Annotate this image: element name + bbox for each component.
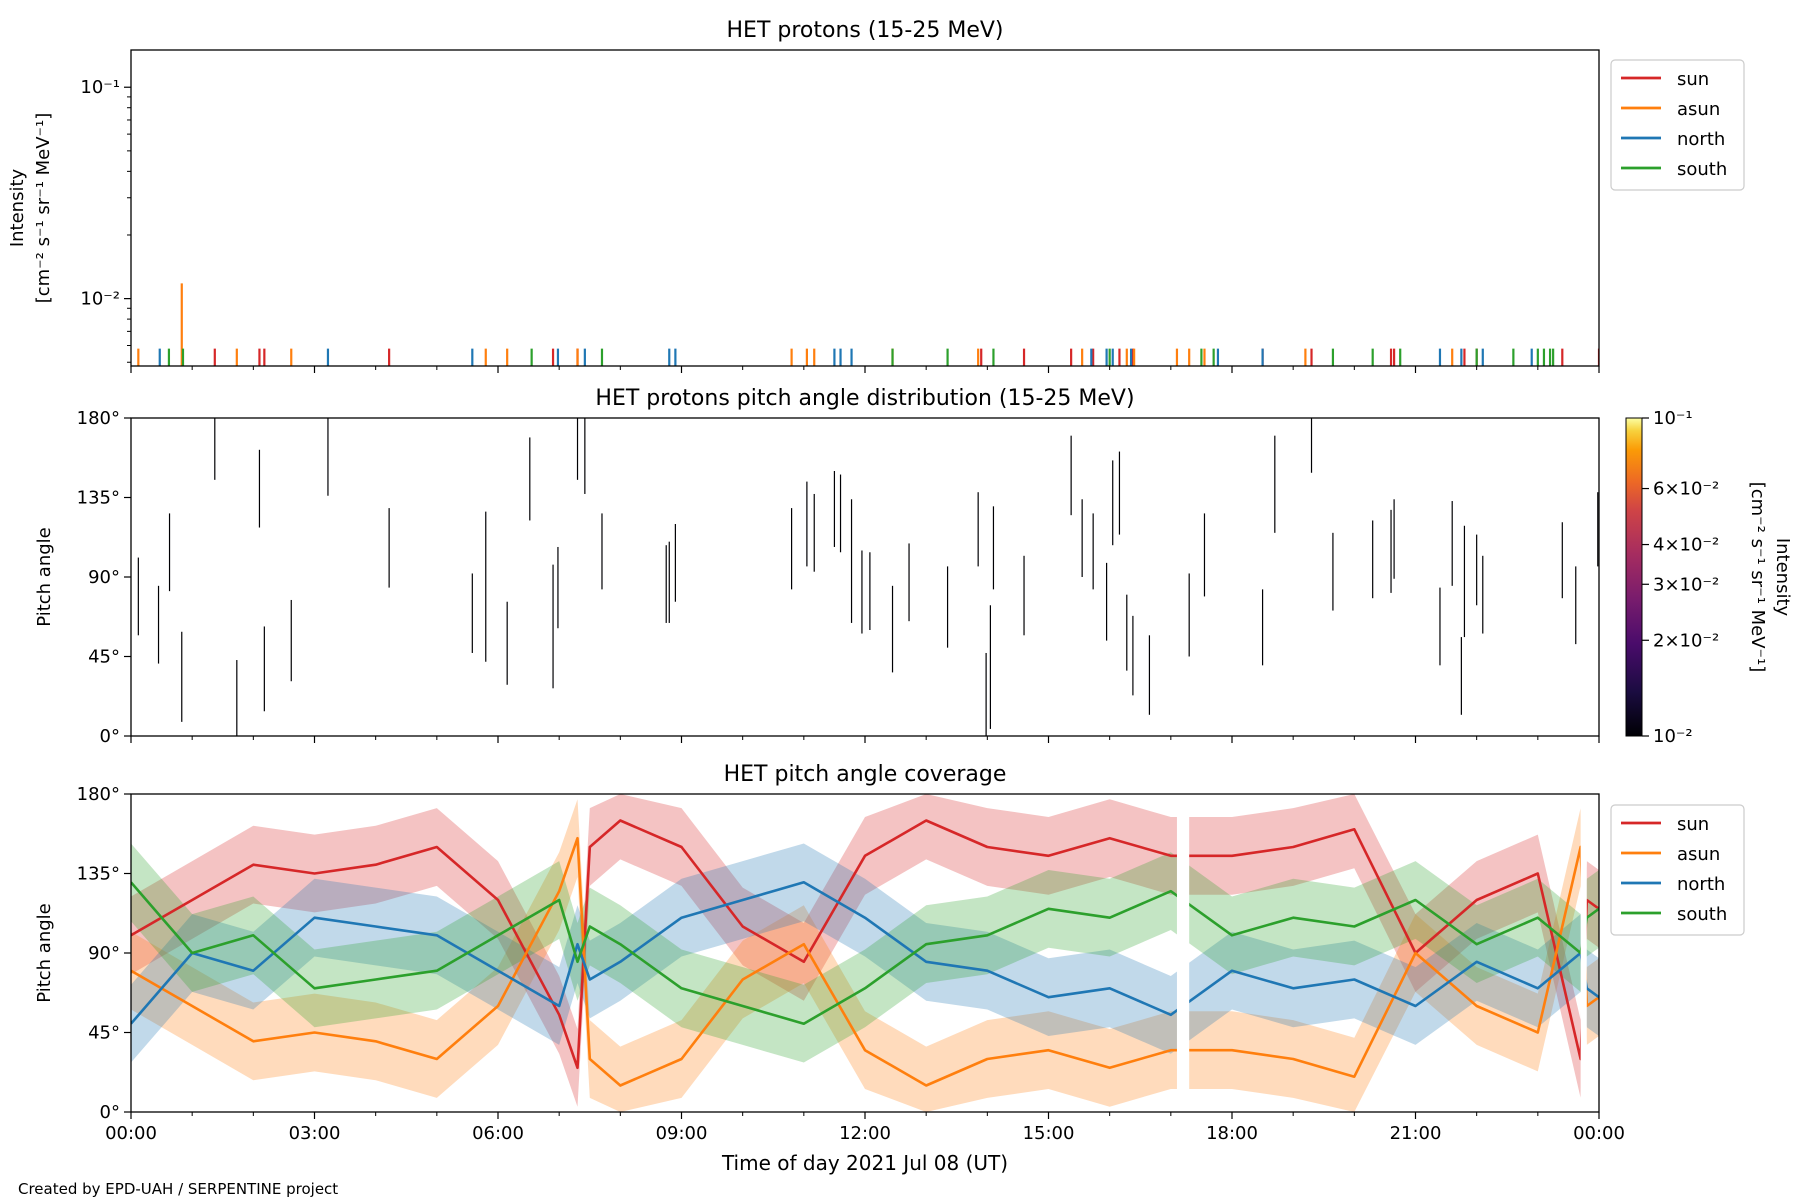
y-tick-label: 90°: [88, 943, 120, 964]
colorbar-tick-label: 3×10⁻²: [1653, 574, 1719, 595]
x-tick-label: 03:00: [289, 1123, 341, 1144]
y-tick-label: 180°: [77, 408, 120, 429]
panel2-title: HET protons pitch angle distribution (15…: [595, 386, 1134, 411]
y-tick-label: 0°: [100, 1102, 120, 1123]
legend-label-south: south: [1677, 159, 1727, 180]
x-tick-label: 06:00: [472, 1123, 524, 1144]
colorbar: [1625, 417, 1643, 737]
panel1-frame: [130, 49, 1600, 367]
panel2-ylabel: Pitch angle: [34, 527, 55, 626]
legend-box: [1610, 59, 1745, 191]
line-south: [131, 881, 1599, 1025]
line-sun: [131, 819, 1599, 1070]
y-tick-label: 90°: [88, 567, 120, 588]
x-tick-label: 00:00: [105, 1123, 157, 1144]
panel3-title: HET pitch angle coverage: [724, 762, 1007, 787]
y-tick-label: 135°: [77, 864, 120, 885]
credit-text: Created by EPD-UAH / SERPENTINE project: [18, 1180, 338, 1198]
panel1-legend: sun asun north south: [1610, 59, 1745, 191]
colorbar-tick-label: 2×10⁻²: [1653, 630, 1719, 651]
legend-label-north: north: [1677, 129, 1725, 150]
line-north: [131, 881, 1599, 1025]
y-tick-label: 45°: [88, 647, 120, 668]
y-tick-label: 45°: [88, 1023, 120, 1044]
coverage-gap: [1176, 794, 1190, 1112]
panel1-ylabel-line2: [cm⁻² s⁻¹ sr⁻¹ MeV⁻¹]: [33, 113, 54, 304]
legend-label-north: north: [1677, 874, 1725, 895]
panel1-ylabel-line1: Intensity: [7, 168, 28, 247]
y-tick-label: 10⁻²: [80, 289, 120, 310]
y-tick-label: 10⁻¹: [80, 77, 120, 98]
colorbar-label-line2: [cm⁻² s⁻¹ sr⁻¹ MeV⁻¹]: [1747, 482, 1768, 673]
band-sun: [131, 794, 1599, 1107]
legend-label-sun: sun: [1677, 69, 1709, 90]
panel3-ylabel: Pitch angle: [34, 903, 55, 1002]
band-south: [131, 843, 1599, 1063]
x-tick-label: 12:00: [839, 1123, 891, 1144]
x-axis-label: Time of day 2021 Jul 08 (UT): [721, 1151, 1008, 1175]
x-tick-label: 18:00: [1206, 1123, 1258, 1144]
panel-pitch-distribution: HET protons pitch angle distribution (15…: [34, 386, 1793, 747]
panel1-title: HET protons (15-25 MeV): [727, 18, 1004, 43]
panel-pitch-coverage: HET pitch angle coverage 0° 45° 90° 135° 180…: [34, 762, 1745, 1144]
coverage-gap: [1580, 794, 1587, 1112]
legend-box: [1610, 804, 1745, 936]
colorbar-tick-label: 4×10⁻²: [1653, 535, 1719, 556]
legend-label-sun: sun: [1677, 814, 1709, 835]
y-tick-label: 135°: [77, 488, 120, 509]
band-north: [131, 843, 1599, 1063]
legend-label-asun: asun: [1677, 99, 1720, 120]
x-tick-label: 21:00: [1390, 1123, 1442, 1144]
colorbar-tick-label: 6×10⁻²: [1653, 479, 1719, 500]
colorbar-tick-label: 10⁻²: [1653, 726, 1693, 747]
colorbar-tick-label: 10⁻¹: [1653, 408, 1693, 429]
y-tick-label: 0°: [100, 726, 120, 747]
panel2-background: [131, 418, 1599, 736]
legend-label-asun: asun: [1677, 844, 1720, 865]
line-asun: [131, 836, 1599, 1087]
colorbar-label-line1: Intensity: [1772, 538, 1793, 617]
band-asun: [131, 799, 1599, 1112]
x-tick-label: 00:00: [1573, 1123, 1625, 1144]
legend-label-south: south: [1677, 904, 1727, 925]
panel3-legend: sun asun north south: [1610, 804, 1745, 936]
y-tick-label: 180°: [77, 784, 120, 805]
x-tick-label: 15:00: [1023, 1123, 1075, 1144]
panel-intensity: HET protons (15-25 MeV) 10⁻¹ 10⁻² Intensi…: [7, 18, 1745, 373]
x-tick-label: 09:00: [656, 1123, 708, 1144]
